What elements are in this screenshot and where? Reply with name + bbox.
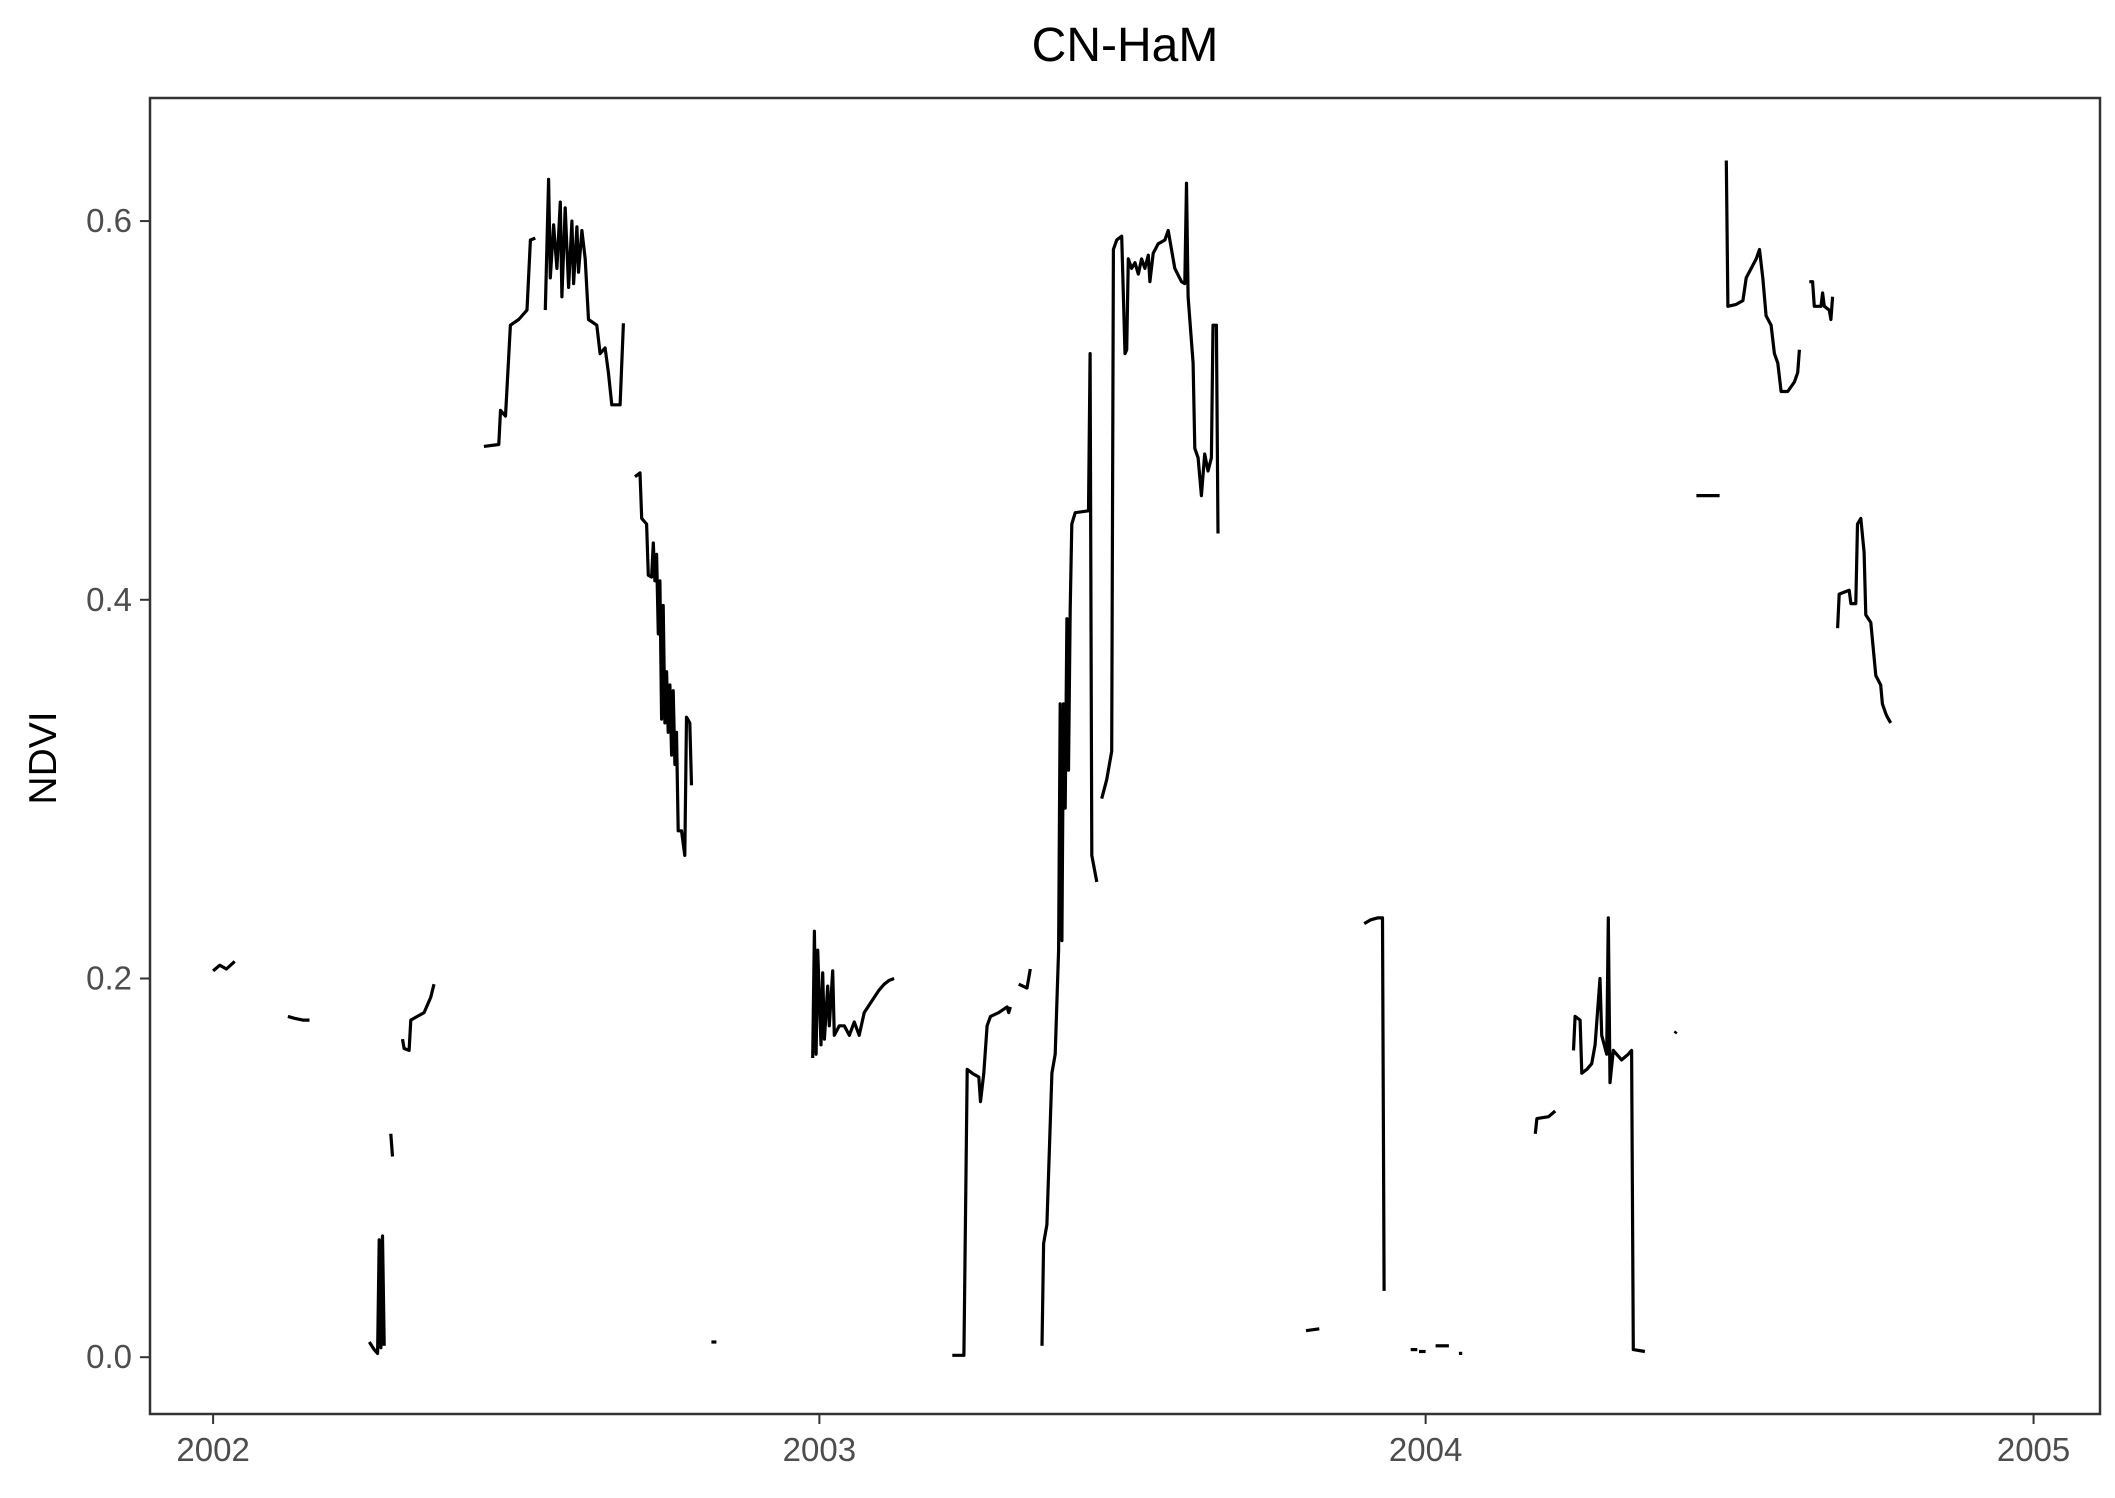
ndvi-line-segment-15	[1305, 1327, 1320, 1333]
x-axis: 2002 2003 2004 2005	[176, 1414, 2070, 1468]
y-axis-label: NDVI	[22, 711, 65, 804]
ndvi-line-segment-13	[1040, 352, 1099, 1346]
ndvi-line-segment-1	[212, 960, 236, 973]
ndvi-line-segment-23	[1673, 1030, 1678, 1035]
ndvi-line-segment-7	[543, 177, 625, 407]
ndvi-line-segment-12	[1018, 968, 1032, 990]
ndvi-line-segment-8	[634, 471, 694, 857]
ndvi-line-segment-27	[1836, 516, 1893, 724]
x-tick-label-2003: 2003	[783, 1431, 856, 1468]
plot-panel	[148, 96, 2102, 1416]
ndvi-line-segment-22	[1571, 916, 1646, 1354]
ndvi-line-segment-16	[1363, 916, 1386, 1291]
ndvi-line-segment-6	[483, 236, 536, 448]
x-tick-label-2004: 2004	[1389, 1431, 1462, 1468]
series-layer	[212, 160, 1893, 1357]
x-tick-label-2005: 2005	[1997, 1431, 2070, 1468]
chart-title: CN-HaM	[1032, 19, 1219, 72]
ndvi-line-segment-3	[367, 1234, 386, 1355]
ndvi-line-segment-11	[952, 1005, 1012, 1357]
ndvi-line-segment-4	[389, 1133, 395, 1157]
ndvi-line-segment-2	[287, 1014, 310, 1022]
ndvi-line-segment-10	[811, 929, 895, 1059]
ndvi-line-segment-21	[1533, 1109, 1557, 1134]
x-tick-label-2002: 2002	[176, 1431, 249, 1468]
y-tick-label-0.6: 0.6	[86, 202, 132, 239]
y-tick-label-0.4: 0.4	[86, 581, 132, 618]
ndvi-line-segment-26	[1809, 280, 1835, 322]
ndvi-line-segment-25	[1724, 160, 1801, 394]
y-axis: 0.0 0.2 0.4 0.6	[86, 202, 150, 1375]
y-tick-label-0.0: 0.0	[86, 1338, 132, 1375]
ndvi-line-segment-5	[400, 983, 436, 1052]
ndvi-line-segment-14	[1100, 181, 1220, 800]
y-tick-label-0.2: 0.2	[86, 959, 132, 996]
